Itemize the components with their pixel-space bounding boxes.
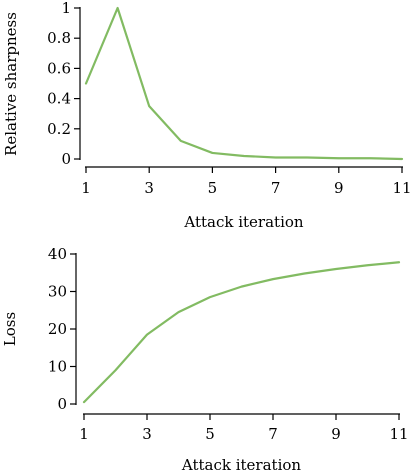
sharpness-y-tick-label: 1 (61, 0, 71, 17)
loss-y-tick-label: 0 (57, 395, 67, 413)
sharpness-y-tick-label: 0.2 (47, 120, 71, 138)
loss-y-axis-label: Loss (1, 312, 19, 346)
loss-x-tick-label: 11 (389, 425, 408, 443)
sharpness-x-tick-label: 7 (271, 179, 281, 197)
loss-x-tick-label: 5 (205, 425, 215, 443)
sharpness-x-axis-label: Attack iteration (183, 213, 303, 231)
sharpness-y-axis-label: Relative sharpness (2, 12, 20, 156)
loss-x-tick-label: 7 (268, 425, 278, 443)
loss-y-tick-label: 10 (48, 358, 67, 376)
loss-x-tick-label: 3 (142, 425, 152, 443)
loss-chart: 1 3 5 7 9 11 0 10 20 30 40 Attack iteration Loss (1, 245, 409, 472)
sharpness-y-tick-label: 0.4 (47, 90, 71, 108)
loss-x-axis-label: Attack iteration (181, 456, 301, 472)
loss-series-line (82, 261, 401, 404)
sharpness-series-line (84, 6, 404, 161)
sharpness-x-tick-label: 9 (334, 179, 344, 197)
sharpness-x-tick-label: 3 (144, 179, 154, 197)
loss-y-tick-label: 40 (48, 245, 67, 263)
loss-x-tick-label: 1 (79, 425, 89, 443)
sharpness-y-tick-label: 0 (61, 150, 71, 168)
loss-y-tick-label: 30 (48, 283, 67, 301)
sharpness-chart: 1 3 5 7 9 11 0 0.2 0.4 0.6 0.8 1 Attack iteration Rel… (2, 0, 412, 231)
sharpness-y-tick-label: 0.6 (47, 59, 71, 77)
sharpness-x-tick-label: 1 (81, 179, 91, 197)
sharpness-y-tick-label: 0.8 (47, 29, 71, 47)
loss-y-tick-label: 20 (48, 320, 67, 338)
sharpness-x-tick-label: 5 (208, 179, 218, 197)
loss-x-tick-label: 9 (331, 425, 341, 443)
sharpness-x-tick-label: 11 (392, 179, 411, 197)
